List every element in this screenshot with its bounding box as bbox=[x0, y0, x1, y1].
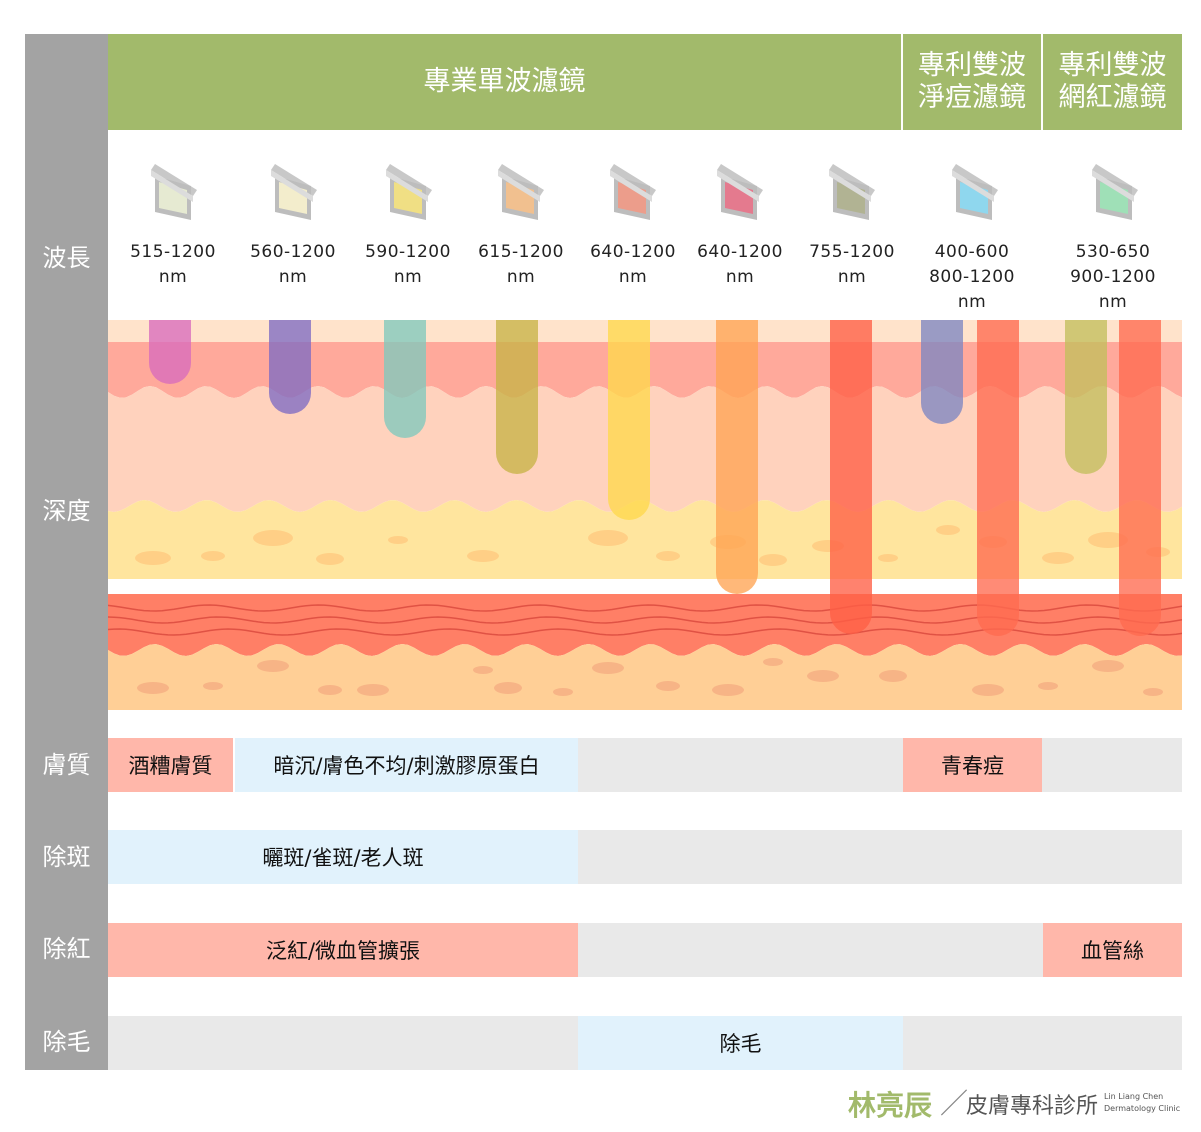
filter-icons bbox=[151, 164, 1138, 220]
logo-slash: ／ bbox=[940, 1087, 969, 1120]
wavelength-label: 590-1200 nm bbox=[365, 242, 451, 287]
fat-cell bbox=[656, 551, 680, 561]
deep-cell bbox=[1143, 688, 1163, 696]
clinic-english-name: Lin Liang Chen bbox=[1104, 1092, 1164, 1101]
clinic-name-logo: 林亮辰 bbox=[848, 1089, 933, 1122]
label-skin-quality: 膚質 bbox=[42, 751, 91, 779]
wavelength-label: 615-1200 nm bbox=[478, 242, 564, 287]
cell-empty bbox=[578, 923, 1043, 977]
wavelength-label: 640-1200 nm bbox=[590, 242, 676, 287]
header-dual-redness: 專利雙波 網紅濾鏡 bbox=[1043, 34, 1182, 130]
deep-cell bbox=[257, 660, 289, 672]
fat-cell bbox=[316, 553, 344, 565]
label-redness-removal: 除紅 bbox=[42, 935, 91, 963]
fat-cell bbox=[467, 550, 499, 562]
deep-cell bbox=[203, 682, 223, 690]
fat-cell bbox=[878, 554, 898, 562]
filter-icon bbox=[498, 164, 544, 220]
filter-icon bbox=[386, 164, 432, 220]
deep-cell bbox=[1038, 682, 1058, 690]
deep-cell bbox=[553, 688, 573, 696]
fat-cell bbox=[388, 536, 408, 544]
skin-depth-diagram bbox=[108, 320, 1182, 710]
cell-redness-capillaries: 泛紅/微血管擴張 bbox=[108, 923, 578, 977]
wavelength-label: 755-1200 nm bbox=[809, 242, 895, 287]
light-beam bbox=[977, 320, 1019, 636]
light-beam bbox=[1065, 320, 1107, 474]
header-dual-acne: 專利雙波 淨痘濾鏡 bbox=[903, 34, 1041, 130]
filter-icon bbox=[952, 164, 998, 220]
filter-icon bbox=[717, 164, 763, 220]
deep-cell bbox=[357, 684, 389, 696]
light-beam bbox=[1119, 320, 1161, 636]
cell-empty bbox=[578, 830, 1182, 884]
fat-cell bbox=[1088, 532, 1128, 548]
label-depth: 深度 bbox=[42, 497, 91, 525]
filter-icon bbox=[271, 164, 317, 220]
clinic-english-type: Dermatology Clinic bbox=[1104, 1104, 1181, 1113]
deep-cell bbox=[712, 684, 744, 696]
deep-cell bbox=[879, 670, 907, 682]
cell-acne: 青春痘 bbox=[903, 738, 1042, 792]
fat-cell bbox=[253, 530, 293, 546]
label-hair-removal: 除毛 bbox=[42, 1028, 91, 1056]
deep-cell bbox=[763, 658, 783, 666]
cell-empty bbox=[903, 1016, 1182, 1070]
fat-cell bbox=[135, 551, 171, 565]
fat-cell bbox=[936, 525, 960, 535]
light-beam bbox=[608, 320, 650, 520]
cell-dullness-collagen: 暗沉/膚色不均/刺激膠原蛋白 bbox=[235, 738, 578, 792]
cell-empty bbox=[578, 738, 903, 792]
label-wavelength: 波長 bbox=[42, 244, 91, 272]
light-penetration-beams bbox=[149, 320, 1161, 636]
cell-spider-veins: 血管絲 bbox=[1043, 923, 1182, 977]
header-single-wave: 專業單波濾鏡 bbox=[108, 34, 901, 130]
fat-layer bbox=[108, 500, 1182, 579]
deep-cell bbox=[318, 685, 342, 695]
wavelength-label: 515-1200 nm bbox=[130, 242, 216, 287]
deep-tissue-layer bbox=[108, 644, 1182, 710]
filter-icon bbox=[1092, 164, 1138, 220]
cell-empty bbox=[108, 1016, 578, 1070]
light-beam bbox=[149, 320, 191, 384]
cell-empty bbox=[1042, 738, 1182, 792]
cell-rosacea-skin: 酒糟膚質 bbox=[108, 738, 233, 792]
light-beam bbox=[496, 320, 538, 474]
label-spot-removal: 除斑 bbox=[42, 843, 91, 871]
light-beam bbox=[921, 320, 963, 424]
fat-cell bbox=[1042, 552, 1074, 564]
clinic-type: 皮膚專科診所 bbox=[966, 1094, 1099, 1119]
light-beam bbox=[384, 320, 426, 438]
cell-sun-spots: 曬斑/雀斑/老人斑 bbox=[108, 830, 578, 884]
wavelength-label: 400-600 800-1200 nm bbox=[929, 242, 1015, 312]
wavelength-label: 560-1200 nm bbox=[250, 242, 336, 287]
fat-cell bbox=[759, 554, 787, 566]
filter-icon bbox=[151, 164, 197, 220]
deep-cell bbox=[137, 682, 169, 694]
deep-cell bbox=[473, 666, 493, 674]
sidebar bbox=[25, 34, 108, 1070]
light-beam bbox=[830, 320, 872, 634]
deep-cell bbox=[592, 662, 624, 674]
filter-icon bbox=[610, 164, 656, 220]
deep-cell bbox=[656, 681, 680, 691]
wavelength-label: 640-1200 nm bbox=[697, 242, 783, 287]
wavelength-label: 530-650 900-1200 nm bbox=[1070, 242, 1156, 312]
deep-cell bbox=[972, 684, 1004, 696]
layer-gap bbox=[108, 579, 1182, 594]
fat-cell bbox=[588, 530, 628, 546]
deep-cell bbox=[1092, 660, 1124, 672]
deep-cell bbox=[494, 682, 522, 694]
fat-cell bbox=[201, 551, 225, 561]
cell-hair-removal: 除毛 bbox=[578, 1016, 903, 1070]
light-beam bbox=[269, 320, 311, 414]
deep-tissue-cells bbox=[137, 658, 1163, 696]
filter-icon bbox=[829, 164, 875, 220]
blood-vessel-layer bbox=[108, 594, 1182, 656]
light-beam bbox=[716, 320, 758, 594]
deep-cell bbox=[807, 670, 839, 682]
